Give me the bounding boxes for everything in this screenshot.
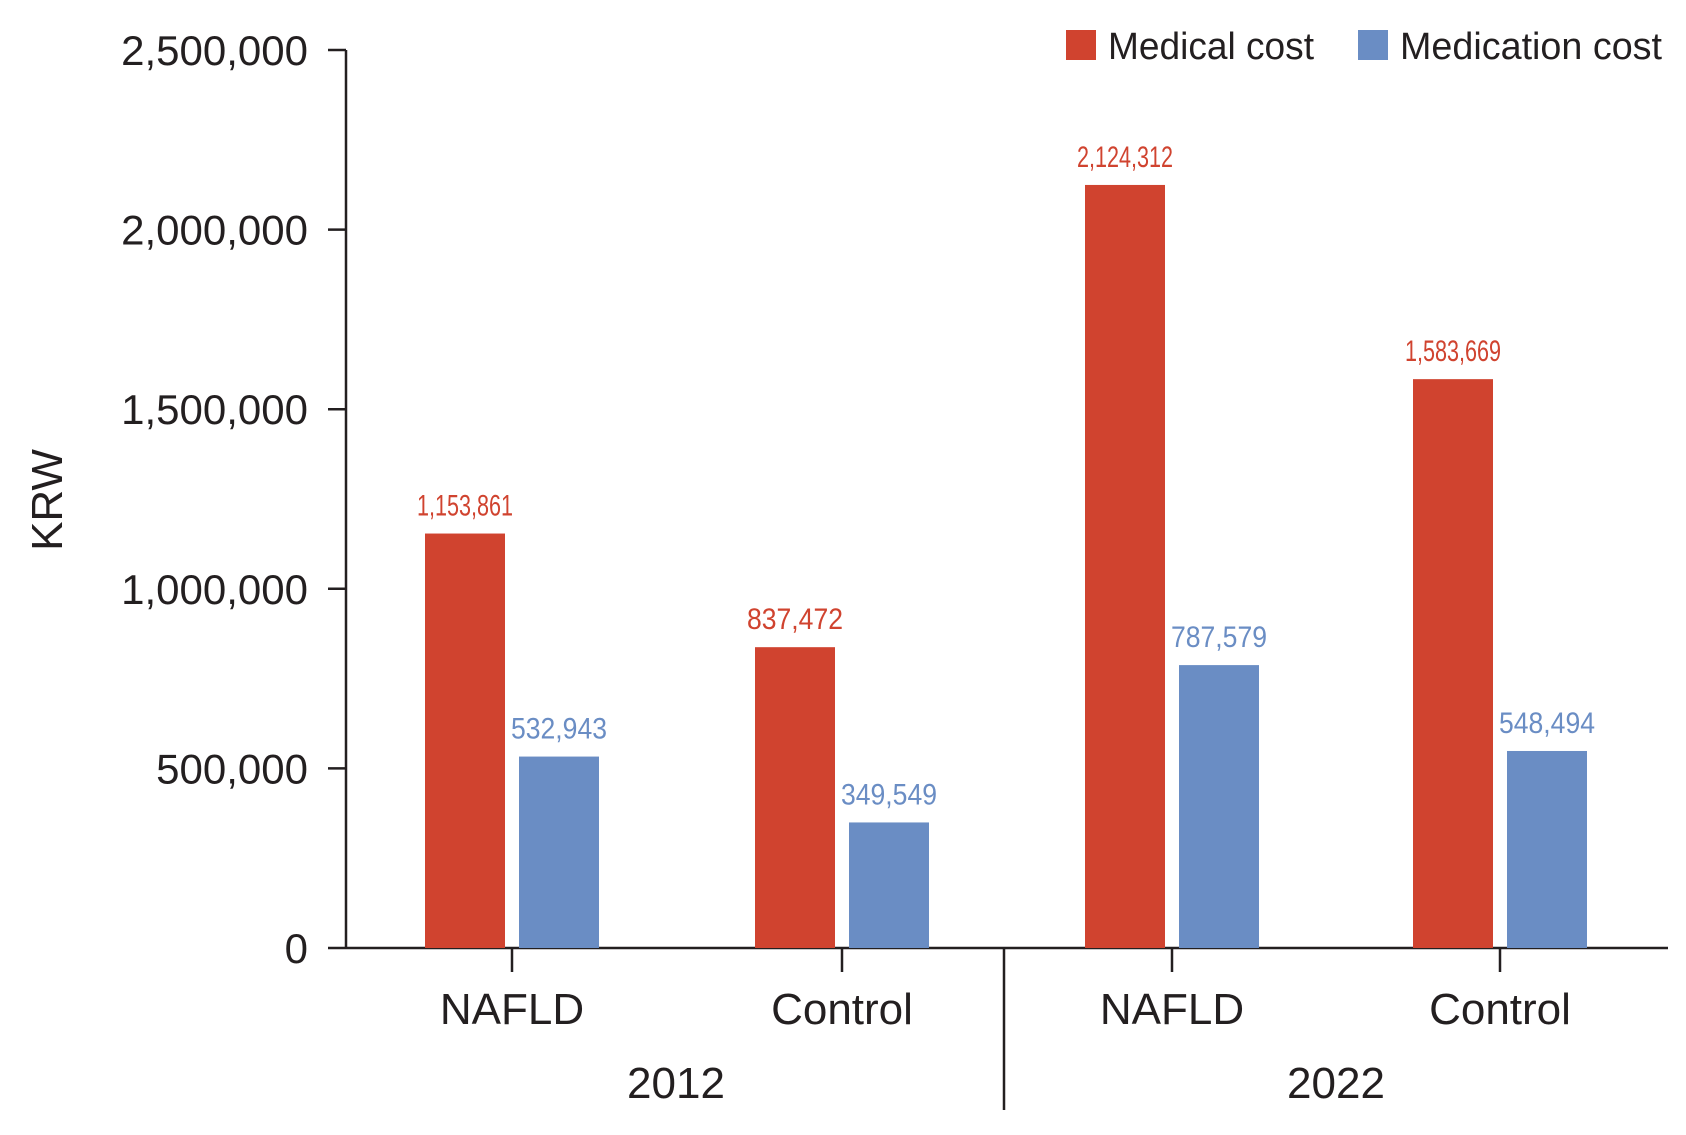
medical-cost-bar [755, 647, 835, 948]
group-label: 2012 [627, 1059, 725, 1108]
y-tick-label: 500,000 [156, 745, 308, 792]
medication-cost-bar [849, 822, 929, 948]
y-axis: 0 500,000 1,000,000 1,500,000 2,000,000 2,500… [121, 27, 348, 972]
x-axis: NAFLD Control NAFLD Control 2012 2022 [346, 946, 1668, 1110]
y-tick-label: 2,000,000 [121, 207, 308, 254]
medication-cost-value-label: 787,579 [1171, 621, 1267, 654]
group-label: 2022 [1287, 1059, 1385, 1108]
y-tick-label: 0 [285, 925, 308, 972]
y-tick-label: 1,500,000 [121, 386, 308, 433]
value-labels: 1,153,861 837,472 2,124,312 1,583,669 532,94… [417, 141, 1595, 811]
bars [425, 184, 1587, 948]
medical-cost-bar [1085, 184, 1165, 948]
legend: Medical cost Medication cost [1066, 26, 1662, 68]
medical-cost-bar [425, 533, 505, 948]
legend-swatch-medical-cost [1066, 30, 1096, 60]
medication-cost-value-label: 532,943 [511, 713, 607, 746]
x-tick-label: Control [1429, 985, 1571, 1034]
medical-cost-value-label: 2,124,312 [1077, 141, 1173, 174]
x-tick-label: NAFLD [1100, 985, 1244, 1034]
medical-cost-value-label: 1,583,669 [1405, 335, 1501, 368]
medication-cost-value-label: 548,494 [1499, 707, 1595, 740]
y-axis-title: KRW [23, 449, 72, 551]
legend-swatch-medication-cost [1358, 30, 1388, 60]
legend-label-medication-cost: Medication cost [1400, 26, 1662, 68]
medical-cost-bar [1413, 379, 1493, 948]
medical-cost-value-label: 837,472 [747, 603, 843, 636]
medication-cost-bar [519, 756, 599, 948]
medical-cost-value-label: 1,153,861 [417, 490, 513, 523]
legend-label-medical-cost: Medical cost [1108, 26, 1314, 68]
medication-cost-bar [1179, 665, 1259, 948]
y-tick-label: 2,500,000 [121, 27, 308, 74]
medication-cost-bar [1507, 750, 1587, 948]
x-tick-label: Control [771, 985, 913, 1034]
y-tick-label: 1,000,000 [121, 566, 308, 613]
x-tick-label: NAFLD [440, 985, 584, 1034]
medication-cost-value-label: 349,549 [841, 778, 937, 811]
